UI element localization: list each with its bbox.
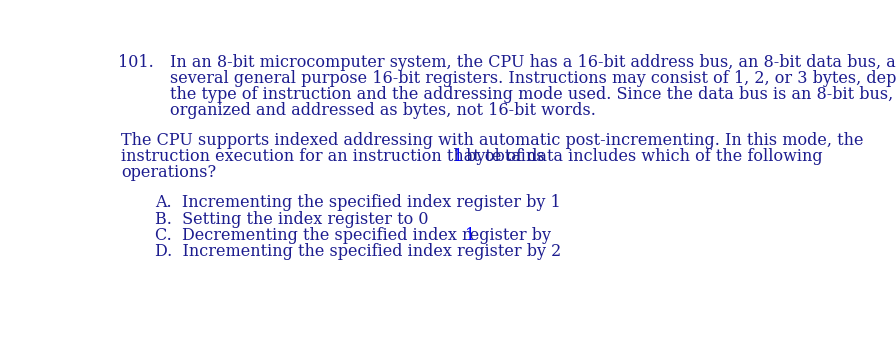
Text: C.  Decrementing the specified index register by: C. Decrementing the specified index regi… xyxy=(155,227,556,244)
Text: D.  Incrementing the specified index register by 2: D. Incrementing the specified index regi… xyxy=(155,243,561,260)
Text: byte of data includes which of the following: byte of data includes which of the follo… xyxy=(461,148,823,165)
Text: A.  Incrementing the specified index register by 1: A. Incrementing the specified index regi… xyxy=(155,195,560,211)
Text: 1: 1 xyxy=(453,148,464,165)
Text: instruction execution for an instruction that obtains: instruction execution for an instruction… xyxy=(121,148,550,165)
Text: organized and addressed as bytes, not 16-bit words.: organized and addressed as bytes, not 16… xyxy=(170,102,596,119)
Text: B.  Setting the index register to 0: B. Setting the index register to 0 xyxy=(155,211,428,228)
Text: several general purpose 16-bit registers. Instructions may consist of 1, 2, or 3: several general purpose 16-bit registers… xyxy=(170,70,896,87)
Text: the type of instruction and the addressing mode used. Since the data bus is an 8: the type of instruction and the addressi… xyxy=(170,86,896,103)
Text: operations?: operations? xyxy=(121,164,217,181)
Text: 101.: 101. xyxy=(118,54,154,71)
Text: In an 8-bit microcomputer system, the CPU has a 16-bit address bus, an 8-bit dat: In an 8-bit microcomputer system, the CP… xyxy=(170,54,896,71)
Text: The CPU supports indexed addressing with automatic post-incrementing. In this mo: The CPU supports indexed addressing with… xyxy=(121,132,864,149)
Text: 1: 1 xyxy=(466,227,476,244)
